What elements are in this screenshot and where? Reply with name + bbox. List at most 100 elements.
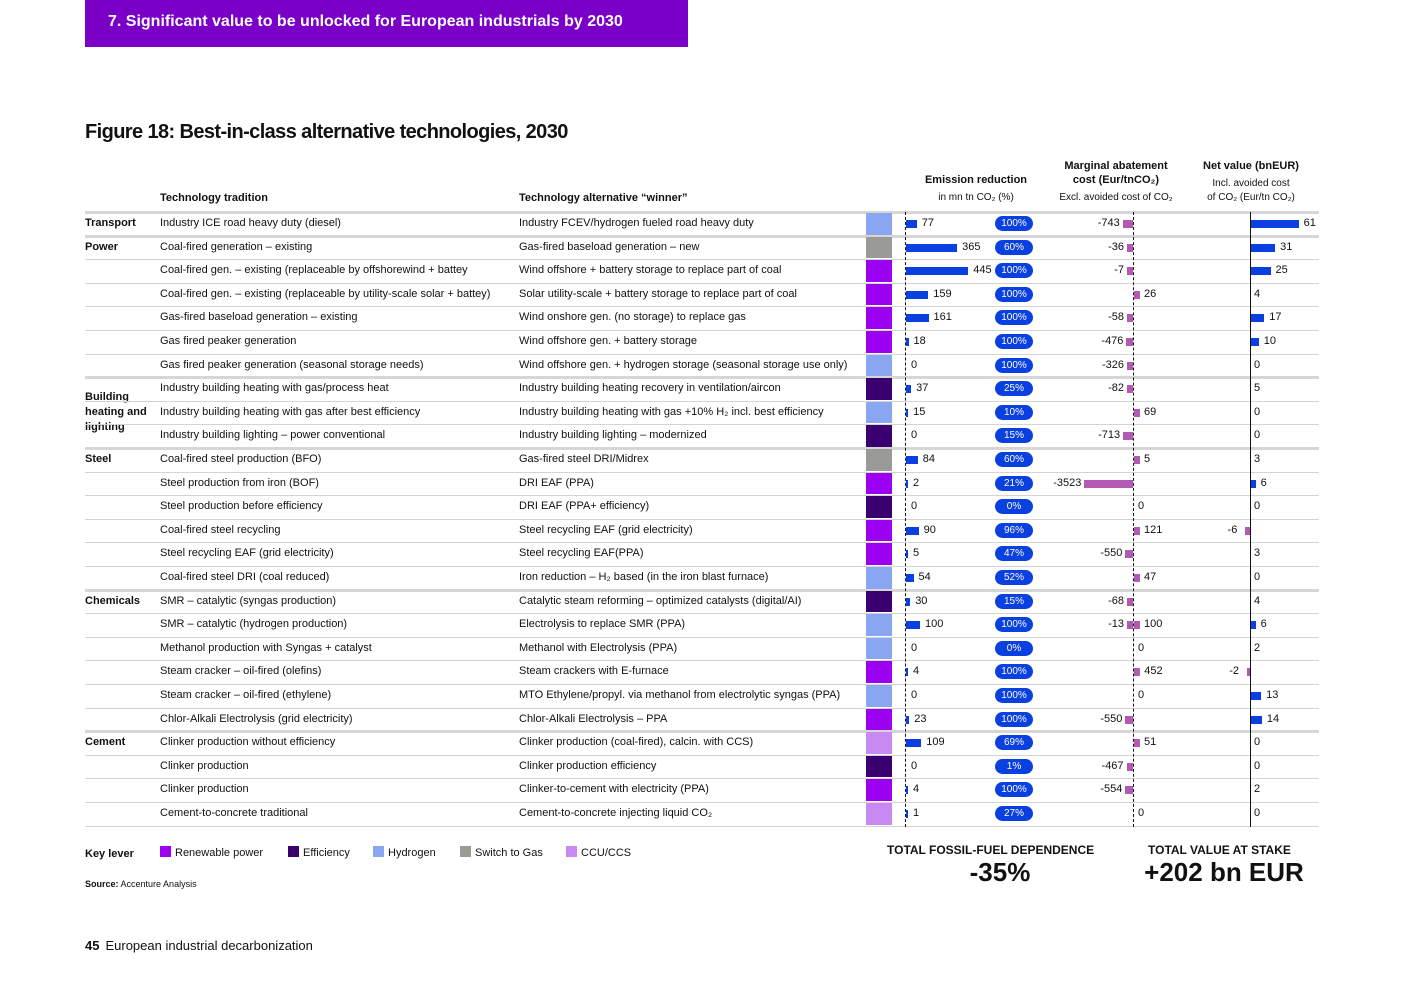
net-value: 4 xyxy=(1254,287,1261,300)
row-separator xyxy=(85,259,1319,261)
mac-bar xyxy=(1127,314,1133,323)
net-value: 0 xyxy=(1254,358,1261,371)
emission-value: 161 xyxy=(933,311,952,324)
legend-item: CCU/CCS xyxy=(566,846,631,859)
lever-swatch xyxy=(866,425,892,447)
lever-swatch xyxy=(866,401,892,424)
emission-pct-pill: 27% xyxy=(995,806,1033,821)
emission-pct-pill: 100% xyxy=(995,334,1033,349)
mac-bar xyxy=(1084,479,1133,488)
table-bottom-line xyxy=(85,825,1319,827)
tradition-cell: Gas-fired baseload generation – existing xyxy=(160,311,358,324)
emission-value: 5 xyxy=(913,547,920,560)
table-row: Chlor-Alkali Electrolysis (grid electric… xyxy=(85,708,1319,732)
header-net-sub-2: of CO₂ (Eur/tn CO₂) xyxy=(1207,192,1295,203)
chart-axis xyxy=(1250,212,1251,827)
mac-value: -743 xyxy=(1097,217,1120,229)
lever-swatch xyxy=(866,661,892,683)
emission-pct-pill: 100% xyxy=(995,216,1033,231)
section-banner: 7. Significant value to be unlocked for … xyxy=(85,0,688,47)
legend-item: Efficiency xyxy=(288,846,350,859)
net-value: 6 xyxy=(1260,476,1267,489)
lever-swatch xyxy=(866,472,892,495)
emission-pct-pill: 100% xyxy=(995,286,1033,302)
tradition-cell: Gas fired peaker generation xyxy=(160,335,297,347)
legend-swatch xyxy=(460,846,471,857)
alternative-cell: Clinker production efficiency xyxy=(519,759,657,772)
net-value: 0 xyxy=(1254,736,1261,749)
alternative-cell: Chlor-Alkali Electrolysis – PPA xyxy=(519,712,668,725)
emission-value: 54 xyxy=(918,571,931,583)
legend-label: Hydrogen xyxy=(388,847,436,859)
tradition-cell: Clinker production without efficiency xyxy=(160,736,336,749)
header-alternative: Technology alternative “winner” xyxy=(519,192,688,204)
row-separator xyxy=(85,424,1319,426)
source-text: Accenture Analysis xyxy=(120,879,197,889)
tradition-cell: Clinker production xyxy=(160,783,249,796)
emission-value: 37 xyxy=(916,382,929,395)
legend-swatch xyxy=(566,846,577,857)
tradition-cell: Steam cracker – oil-fired (olefins) xyxy=(160,665,322,678)
legend-label: CCU/CCS xyxy=(581,847,632,859)
row-separator xyxy=(85,636,1319,638)
emission-pct-pill: 25% xyxy=(995,381,1033,397)
table-row: Steel Coal-fired steel production (BFO) Ga… xyxy=(85,448,1319,472)
tradition-cell: Industry building lighting – power conve… xyxy=(160,429,386,442)
table-row: Gas fired peaker generation (seasonal st… xyxy=(85,354,1319,378)
lever-swatch xyxy=(866,779,892,801)
emission-bar xyxy=(906,574,914,582)
alternative-cell: Wind onshore gen. (no storage) to replac… xyxy=(519,311,746,324)
row-separator xyxy=(85,400,1319,402)
emission-value: 15 xyxy=(913,405,926,418)
row-separator xyxy=(85,306,1319,308)
row-separator xyxy=(85,234,1319,238)
emission-value: 0 xyxy=(911,429,918,442)
emission-value: 0 xyxy=(911,641,918,654)
mac-bar xyxy=(1134,290,1140,299)
row-separator xyxy=(85,518,1319,520)
mac-value: -326 xyxy=(1101,358,1124,371)
emission-pct-pill: 100% xyxy=(995,664,1033,680)
legend-swatch xyxy=(373,846,384,857)
row-separator xyxy=(85,211,1319,214)
mac-bar xyxy=(1134,526,1140,535)
mac-bar xyxy=(1126,338,1133,346)
alternative-cell: Catalytic steam reforming – optimized ca… xyxy=(519,594,802,607)
net-bar xyxy=(1251,314,1265,323)
row-separator xyxy=(85,495,1319,497)
emission-pct-pill: 47% xyxy=(995,546,1033,562)
table-row: Coal-fired steel DRI (coal reduced) Iron … xyxy=(85,566,1319,590)
mac-value: -467 xyxy=(1101,759,1124,772)
lever-swatch xyxy=(866,590,892,613)
lever-swatch xyxy=(866,519,892,542)
source-note: Source: Accenture Analysis xyxy=(85,879,197,889)
alternative-cell: Gas-fired baseload generation – new xyxy=(519,240,700,253)
table-row: Industry building heating with gas after… xyxy=(85,401,1319,425)
mac-bar xyxy=(1127,243,1133,252)
mac-bar xyxy=(1127,621,1133,630)
emission-value: 109 xyxy=(926,736,945,749)
legend-label: Switch to Gas xyxy=(475,847,543,859)
table-row: Chemicals SMR – catalytic (syngas product… xyxy=(85,590,1319,614)
net-bar xyxy=(1251,479,1256,488)
net-value: 13 xyxy=(1266,689,1279,701)
row-separator xyxy=(85,471,1319,473)
emission-value: 0 xyxy=(911,500,918,513)
row-separator xyxy=(85,660,1319,662)
emission-bar xyxy=(906,786,908,795)
net-bar xyxy=(1245,526,1250,535)
mac-bar xyxy=(1122,220,1133,228)
table-row: Steam cracker – oil-fired (olefins) Steam… xyxy=(85,660,1319,684)
alternative-cell: Steel recycling EAF(PPA) xyxy=(519,547,644,560)
emission-value: 0 xyxy=(911,358,918,371)
table-row: Coal-fired steel recycling Steel recyclin… xyxy=(85,519,1319,543)
emission-bar xyxy=(906,338,909,346)
legend-item: Renewable power xyxy=(160,846,263,859)
row-separator xyxy=(85,613,1319,615)
emission-value: 30 xyxy=(915,594,928,607)
alternative-cell: Wind offshore gen. + battery storage xyxy=(519,335,698,347)
emission-bar xyxy=(906,408,909,417)
emission-value: 2 xyxy=(913,476,920,489)
emission-value: 84 xyxy=(922,453,935,465)
emission-pct-pill: 60% xyxy=(995,452,1033,467)
